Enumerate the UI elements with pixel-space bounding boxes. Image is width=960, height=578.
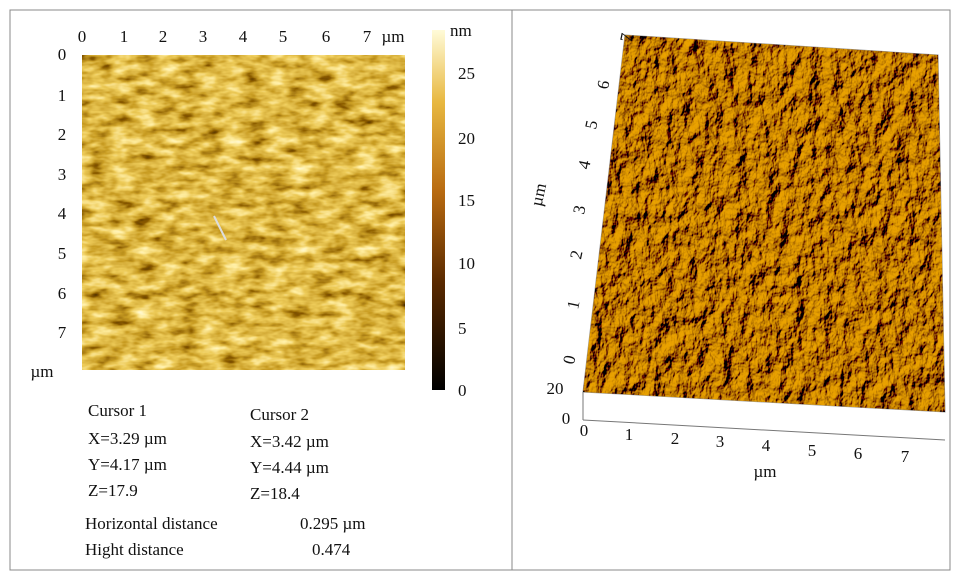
distance-value: 0.295 µm	[300, 514, 366, 533]
x-tick-label: 3	[716, 432, 725, 451]
y-tick-label: 1	[58, 86, 67, 105]
x-unit: µm	[753, 462, 776, 481]
y-tick-label: 5	[581, 119, 601, 131]
z-tick-label: 0	[562, 409, 571, 428]
x-tick-label: 2	[159, 27, 168, 46]
y-tick-label: 6	[593, 79, 613, 91]
x-tick-label: 3	[199, 27, 208, 46]
y-tick-label: 3	[569, 204, 589, 216]
y-tick-label: 0	[559, 354, 579, 366]
y-tick-label: 0	[58, 45, 67, 64]
cursor-title: Cursor 1	[88, 401, 147, 420]
x-tick-label: 2	[671, 429, 680, 448]
colorbar-tick-label: 5	[458, 319, 467, 338]
x-tick-label: 4	[762, 436, 771, 455]
y-tick-label: 3	[58, 165, 67, 184]
cursor-y: Y=4.17 µm	[88, 455, 167, 474]
x-tick-label: 7	[901, 447, 910, 466]
afm-image	[82, 55, 405, 370]
x-tick-label: 0	[580, 421, 589, 440]
x-tick-label: 1	[625, 425, 634, 444]
cursor-z: Z=18.4	[250, 484, 300, 503]
cursor-title: Cursor 2	[250, 405, 309, 424]
y-tick-label: 7	[58, 323, 67, 342]
y-tick-label: 4	[574, 158, 594, 171]
x-tick-label: 1	[120, 27, 129, 46]
y-tick-label: 7	[616, 31, 636, 44]
y-tick-label: 1	[563, 299, 583, 311]
cursor-x: X=3.29 µm	[88, 429, 167, 448]
cursor-y: Y=4.44 µm	[250, 458, 329, 477]
colorbar-tick-label: 20	[458, 129, 475, 148]
y-tick-label: 6	[58, 284, 67, 303]
y-unit: µm	[30, 362, 53, 381]
x-tick-label: 0	[78, 27, 87, 46]
distance-label: Hight distance	[85, 540, 184, 559]
colorbar-tick-label: 0	[458, 381, 467, 400]
colorbar-unit: nm	[450, 21, 472, 40]
y-tick-label: 2	[566, 249, 586, 261]
cursor-x: X=3.42 µm	[250, 432, 329, 451]
figure: Cursor 1 X=3.29 µm Y=4.17 µm Z=17.9 Curs…	[0, 0, 960, 573]
x-tick-label: 4	[239, 27, 248, 46]
colorbar-tick-label: 15	[458, 191, 475, 210]
distance-value: 0.474	[312, 540, 351, 559]
x-tick-label: 5	[279, 27, 288, 46]
surface-3d	[570, 30, 960, 440]
y-tick-label: 5	[58, 244, 67, 263]
y-tick-label: 4	[58, 204, 67, 223]
y-unit: µm	[527, 181, 550, 207]
z-tick-label: 20	[547, 379, 564, 398]
x-tick-label: 5	[808, 441, 817, 460]
distance-label: Horizontal distance	[85, 514, 218, 533]
cursor-z: Z=17.9	[88, 481, 138, 500]
colorbar	[432, 30, 445, 390]
x-tick-label: 6	[322, 27, 331, 46]
colorbar-tick-label: 25	[458, 64, 475, 83]
x-tick-label: 7	[363, 27, 372, 46]
y-tick-label: 2	[58, 125, 67, 144]
x-tick-label: 6	[854, 444, 863, 463]
colorbar-tick-label: 10	[458, 254, 475, 273]
x-unit: µm	[381, 27, 404, 46]
